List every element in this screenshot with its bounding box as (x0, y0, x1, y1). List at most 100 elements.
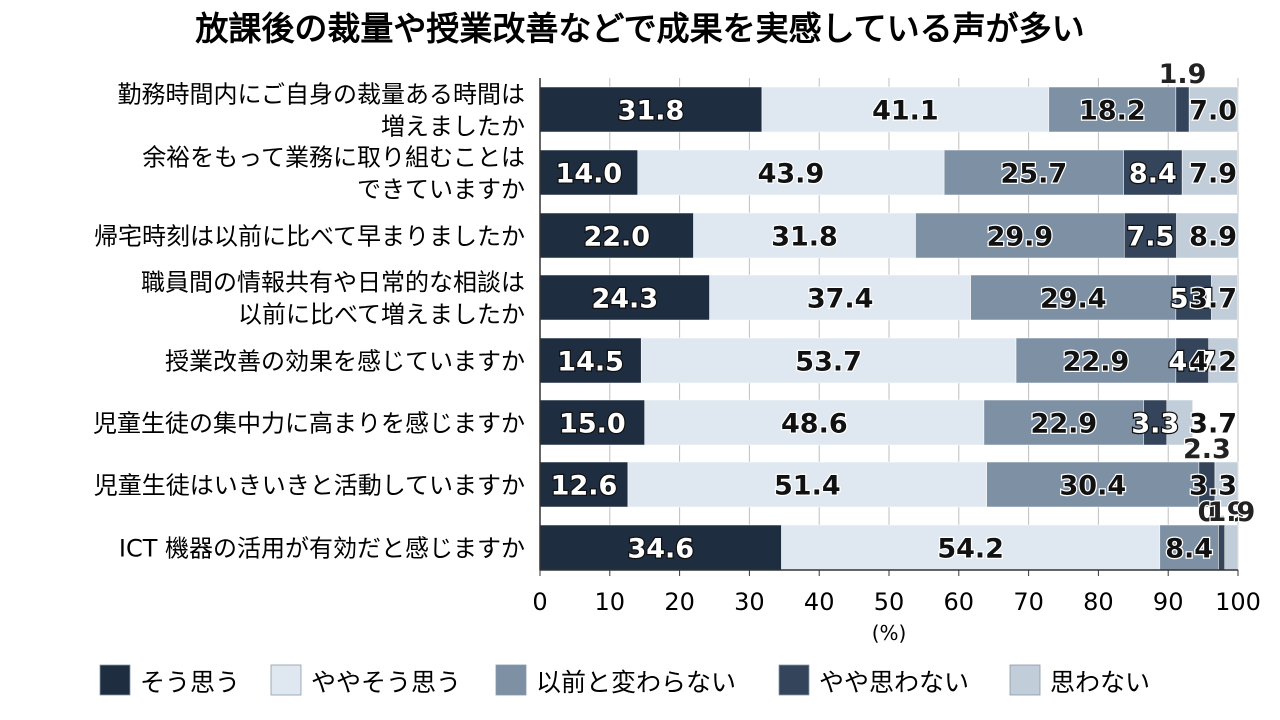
value-label: 37.4 (807, 284, 874, 315)
bar-segment (983, 399, 1145, 446)
bars-group: 31.8 41.1 18.2 1.9 7.0 14.0 43.9 25.7 8.4 7.9 22.0… (539, 58, 1257, 571)
bar-segment (539, 524, 782, 571)
chart-title: 放課後の裁量や授業改善などで成果を実感している声が多い (195, 9, 1084, 48)
x-tick-label: 0 (532, 588, 547, 616)
bar-segment (539, 212, 694, 259)
legend-swatch (1009, 664, 1041, 696)
value-label: 29.9 (987, 222, 1054, 253)
x-tick-label: 30 (734, 588, 765, 616)
bar-segment (539, 149, 638, 196)
value-label: 1.9 (1159, 59, 1207, 90)
value-label: 14.0 (556, 159, 623, 190)
value-label: 31.8 (618, 96, 685, 127)
bar-segment (1208, 337, 1239, 384)
legend-swatch (778, 664, 810, 696)
category-label: 職員間の情報共有や日常的な相談は (141, 269, 525, 297)
category-label: 以前に比べて増えましたか (238, 301, 525, 329)
value-label: 4.2 (1189, 347, 1237, 378)
value-label: 3.7 (1189, 409, 1237, 440)
x-tick-label: 50 (874, 588, 905, 616)
x-axis: 0 10 20 30 40 50 60 70 80 90 100 (532, 78, 1261, 616)
value-label: 1.9 (1207, 497, 1255, 528)
legend-label: 以前と変わらない (536, 668, 736, 697)
value-label: 7.9 (1189, 159, 1237, 190)
value-label: 22.9 (1063, 347, 1130, 378)
bar-segment (693, 212, 916, 259)
legend-swatch (99, 664, 131, 696)
bar-segment (1181, 149, 1238, 196)
bar-segment (640, 337, 1017, 384)
x-axis-unit-label: (%) (872, 621, 907, 645)
bar-segment (644, 399, 985, 446)
bar-segment (1224, 524, 1239, 571)
value-label: 2.3 (1183, 434, 1231, 465)
value-label: 4.7 (1168, 347, 1216, 378)
x-tick-label: 10 (595, 588, 626, 616)
bar-segment (1159, 524, 1219, 571)
value-label: 0.9 (1198, 497, 1246, 528)
bar-segment (627, 461, 987, 508)
bar-segment (1166, 399, 1193, 446)
x-tick-label: 90 (1153, 588, 1184, 616)
value-label: 25.7 (1001, 159, 1068, 190)
category-label: ICT 機器の活用が有効だと感じますか (119, 535, 525, 563)
bar-segment (1214, 461, 1239, 508)
bar-segment (539, 337, 642, 384)
x-tick-label: 40 (804, 588, 835, 616)
value-label: 12.6 (551, 471, 618, 502)
category-labels: 勤務時間内にご自身の裁量ある時間は増えましたか余裕をもって業務に取り組むことはで… (93, 81, 525, 563)
value-label: 51.4 (774, 471, 841, 502)
x-tick-label: 60 (944, 588, 975, 616)
value-label: 34.6 (627, 534, 694, 565)
bar-segment (539, 86, 763, 133)
value-label: 54.2 (937, 534, 1004, 565)
legend-label: 思わない (1050, 668, 1150, 697)
legend: そう思う ややそう思う 以前と変わらない やや思わない 思わない (99, 664, 1150, 697)
bar-segment (1211, 274, 1238, 321)
category-label: 帰宅時刻は以前に比べて早まりましたか (94, 223, 525, 251)
value-label: 43.9 (758, 159, 825, 190)
value-label: 14.5 (557, 347, 624, 378)
value-label: 29.4 (1040, 284, 1107, 315)
bar-segment (1015, 337, 1177, 384)
bar-segment (781, 524, 1161, 571)
legend-label: やや思わない (819, 668, 969, 697)
bar-segment (986, 461, 1200, 508)
value-label: 15.0 (559, 409, 626, 440)
bar-segment (915, 212, 1125, 259)
value-label: 30.4 (1060, 471, 1127, 502)
bar-segment (539, 461, 629, 508)
category-label: できていますか (357, 176, 525, 204)
legend-label: ややそう思う (311, 668, 461, 697)
value-label: 7.0 (1189, 96, 1237, 127)
category-label: 増えましたか (381, 113, 525, 141)
value-label: 31.8 (771, 222, 838, 253)
x-tick-label: 100 (1215, 588, 1261, 616)
legend-swatch (495, 664, 527, 696)
bar-segment (637, 149, 945, 196)
category-label: 児童生徒の集中力に高まりを感じますか (93, 410, 525, 438)
bar-segment (1175, 274, 1212, 321)
bar-segment (943, 149, 1124, 196)
value-label: 22.0 (583, 222, 650, 253)
category-label: 授業改善の効果を感じていますか (165, 348, 525, 376)
bar-segment (761, 86, 1050, 133)
value-label: 8.4 (1165, 534, 1213, 565)
value-label: 48.6 (781, 409, 848, 440)
value-label: 18.2 (1079, 96, 1146, 127)
value-label: 8.4 (1129, 159, 1177, 190)
bar-segment (1123, 212, 1177, 259)
value-label: 3.7 (1189, 284, 1237, 315)
value-label: 3.3 (1131, 409, 1179, 440)
bar-segment (1218, 524, 1225, 571)
bar-segment (539, 274, 710, 321)
bar-segment (1048, 86, 1177, 133)
value-label: 41.1 (872, 96, 939, 127)
bar-segment (1175, 86, 1190, 133)
value-label: 53.7 (795, 347, 862, 378)
bar-segment (970, 274, 1177, 321)
bar-segment (539, 399, 645, 446)
x-tick-label: 70 (1013, 588, 1044, 616)
x-tick-label: 20 (664, 588, 695, 616)
